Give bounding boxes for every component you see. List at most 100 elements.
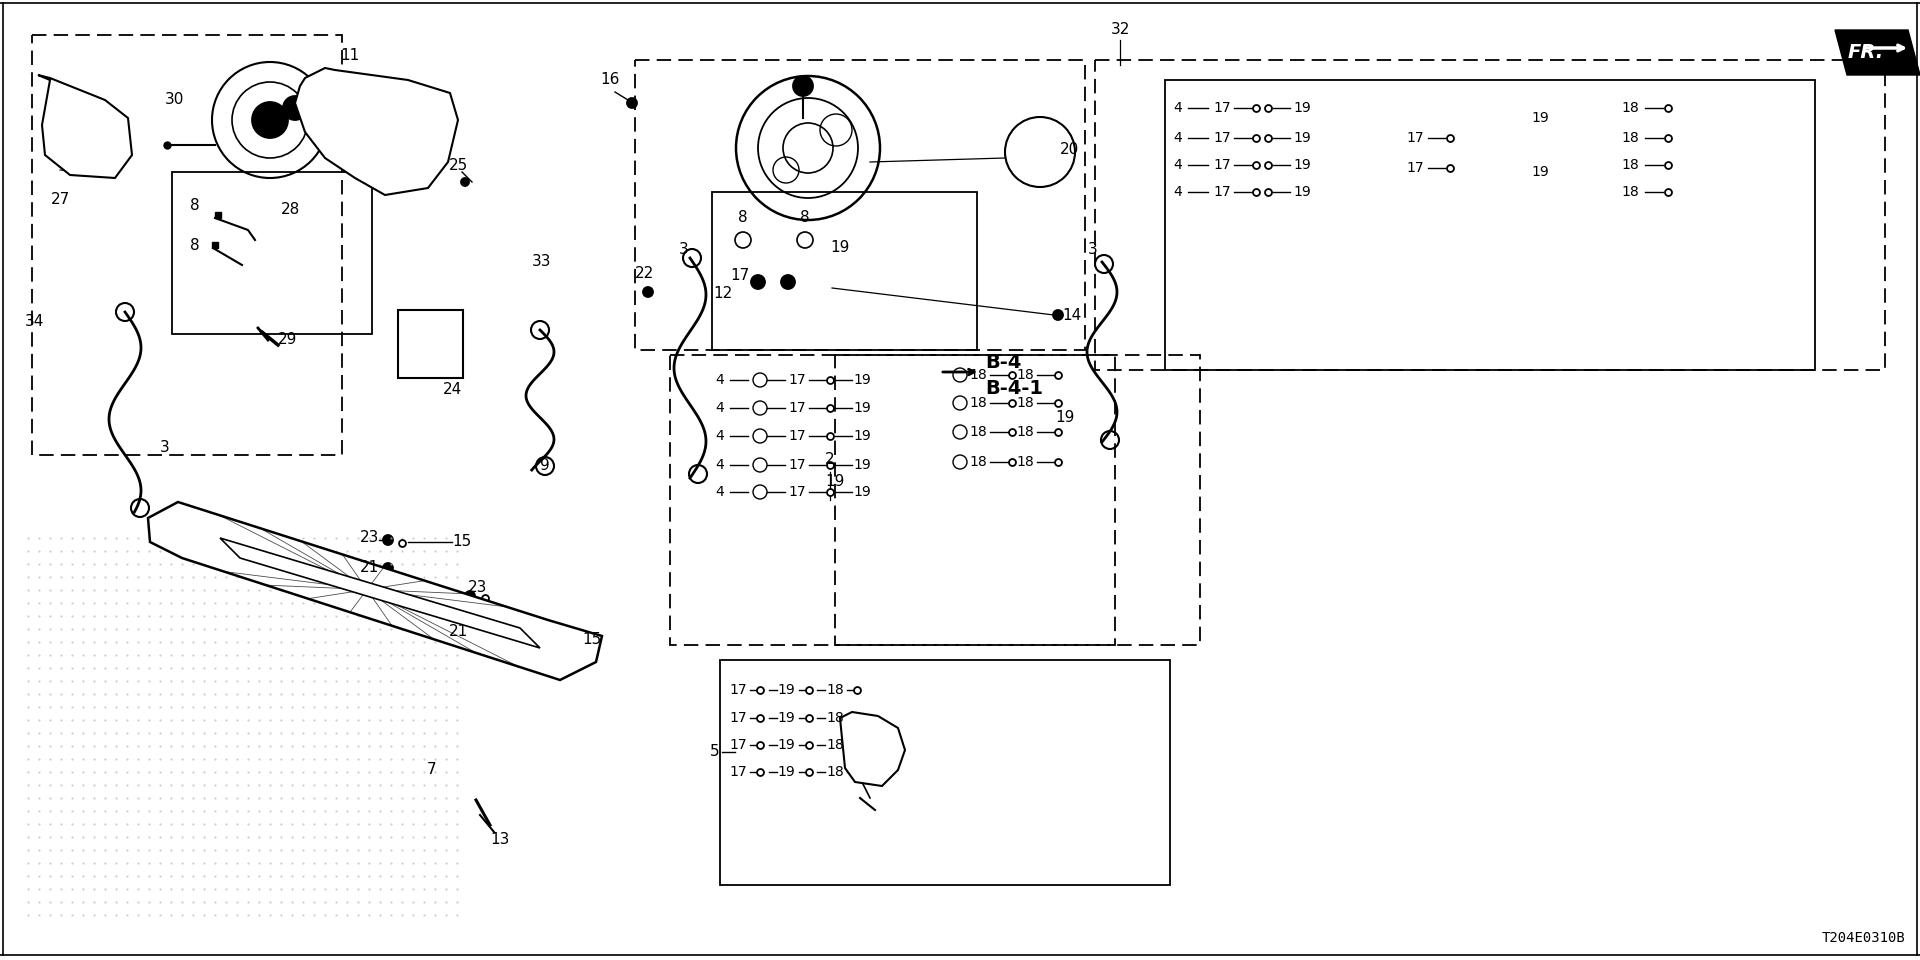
Circle shape — [628, 98, 637, 108]
Circle shape — [465, 591, 474, 601]
Text: 18: 18 — [970, 455, 987, 469]
Text: 23: 23 — [359, 531, 378, 545]
Text: 19: 19 — [778, 711, 795, 725]
Circle shape — [793, 76, 812, 96]
Circle shape — [1052, 310, 1064, 320]
Text: 20: 20 — [1060, 142, 1079, 157]
Text: 18: 18 — [826, 765, 845, 779]
Bar — [33, 35, 342, 455]
Circle shape — [252, 102, 288, 138]
Text: 19: 19 — [852, 373, 872, 387]
Text: 9: 9 — [540, 458, 549, 472]
Text: 18: 18 — [970, 425, 987, 439]
Text: 4: 4 — [716, 458, 724, 472]
Text: 12: 12 — [712, 286, 732, 301]
Text: 3: 3 — [680, 243, 689, 257]
Text: 17: 17 — [789, 458, 806, 472]
Text: 19: 19 — [1294, 158, 1311, 172]
Text: 2: 2 — [826, 452, 835, 468]
Text: 8: 8 — [737, 210, 747, 226]
Polygon shape — [296, 68, 459, 195]
Text: 4: 4 — [1173, 158, 1183, 172]
Text: 18: 18 — [826, 711, 845, 725]
Text: 15: 15 — [582, 633, 601, 647]
Circle shape — [382, 563, 394, 573]
Text: 4: 4 — [716, 373, 724, 387]
Polygon shape — [1836, 30, 1920, 75]
Text: 30: 30 — [165, 92, 184, 108]
Text: 18: 18 — [826, 738, 845, 752]
Text: 19: 19 — [829, 241, 851, 255]
Text: 18: 18 — [970, 396, 987, 410]
Text: 24: 24 — [442, 382, 461, 397]
Text: 19: 19 — [778, 683, 795, 697]
Text: 23: 23 — [468, 581, 488, 595]
Text: 17: 17 — [1213, 131, 1231, 145]
Text: 28: 28 — [280, 203, 300, 218]
Text: 18: 18 — [1016, 396, 1033, 410]
Text: 18: 18 — [970, 368, 987, 382]
Text: 4: 4 — [1173, 185, 1183, 199]
Text: 17: 17 — [1213, 158, 1231, 172]
Text: 8: 8 — [190, 198, 200, 212]
Text: 17: 17 — [1213, 101, 1231, 115]
Text: 18: 18 — [1016, 455, 1033, 469]
Text: 19: 19 — [852, 401, 872, 415]
Text: 6: 6 — [877, 773, 887, 787]
Text: 19: 19 — [778, 765, 795, 779]
Text: 17: 17 — [730, 268, 749, 282]
Text: 19: 19 — [826, 474, 845, 490]
Text: 17: 17 — [1213, 185, 1231, 199]
Text: 17: 17 — [789, 485, 806, 499]
Text: 25: 25 — [449, 157, 468, 173]
Text: 18: 18 — [1016, 425, 1033, 439]
Text: 19: 19 — [852, 429, 872, 443]
Circle shape — [382, 535, 394, 545]
Text: 17: 17 — [789, 401, 806, 415]
Text: 21: 21 — [449, 625, 468, 639]
Text: 3: 3 — [159, 441, 169, 455]
Polygon shape — [841, 712, 904, 786]
Text: 7: 7 — [426, 762, 438, 778]
Text: 17: 17 — [1405, 161, 1425, 175]
Text: 29: 29 — [278, 332, 298, 348]
Text: 17: 17 — [1405, 131, 1425, 145]
Text: FR.: FR. — [1847, 42, 1884, 61]
Polygon shape — [148, 502, 603, 680]
Circle shape — [282, 96, 307, 120]
Bar — [1094, 60, 1885, 370]
Text: 19: 19 — [1294, 185, 1311, 199]
Bar — [835, 355, 1116, 645]
Text: 4: 4 — [1173, 101, 1183, 115]
Text: 27: 27 — [50, 193, 69, 207]
Text: 18: 18 — [1620, 101, 1640, 115]
Polygon shape — [38, 75, 132, 178]
Text: 22: 22 — [634, 267, 653, 281]
Text: 19: 19 — [1530, 111, 1549, 125]
Text: 14: 14 — [1062, 307, 1081, 323]
Bar — [712, 192, 977, 350]
Bar — [720, 660, 1169, 885]
Text: 17: 17 — [789, 429, 806, 443]
Text: 19: 19 — [852, 458, 872, 472]
Text: 17: 17 — [730, 738, 747, 752]
Text: 34: 34 — [25, 315, 44, 329]
Text: 18: 18 — [1620, 131, 1640, 145]
Circle shape — [781, 275, 795, 289]
Text: 19: 19 — [1294, 101, 1311, 115]
Text: 19: 19 — [1056, 411, 1075, 425]
Bar — [1165, 80, 1814, 370]
Text: 32: 32 — [1110, 22, 1129, 37]
Text: 33: 33 — [532, 254, 551, 270]
Text: 16: 16 — [601, 73, 620, 87]
Text: 13: 13 — [490, 832, 509, 848]
Text: 4: 4 — [1173, 131, 1183, 145]
Text: 19: 19 — [852, 485, 872, 499]
Text: 4: 4 — [716, 429, 724, 443]
Text: B-4: B-4 — [985, 352, 1021, 372]
Text: T204E0310B: T204E0310B — [1822, 931, 1905, 945]
Text: 21: 21 — [359, 561, 378, 575]
Bar — [173, 172, 372, 334]
Text: 18: 18 — [1016, 368, 1033, 382]
Text: 4: 4 — [716, 401, 724, 415]
